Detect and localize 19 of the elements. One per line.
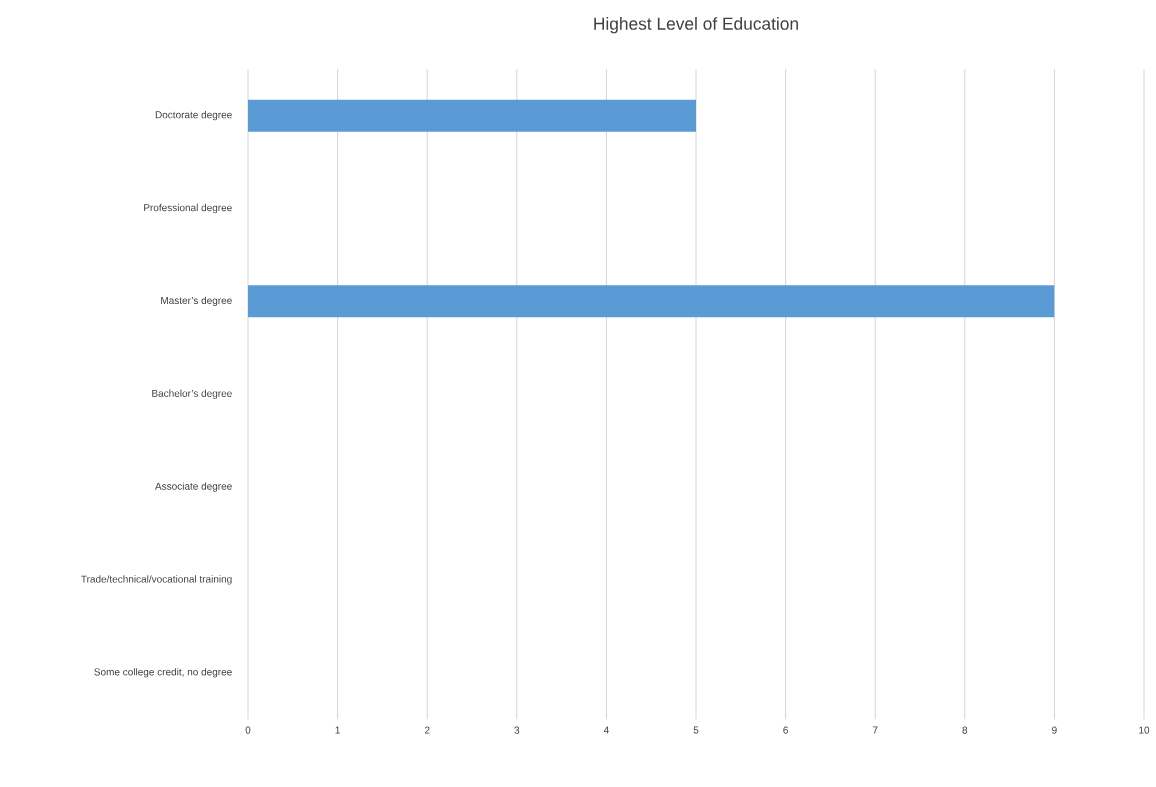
y-tick-label: Trade/technical/vocational training	[81, 575, 232, 585]
y-tick-label: Doctorate degree	[155, 111, 232, 121]
x-tick-label: 2	[424, 726, 430, 734]
x-tick-label: 6	[783, 726, 788, 734]
x-tick-label: 1	[335, 726, 340, 734]
x-tick-label: 10	[1139, 726, 1150, 734]
y-tick-label: Associate degree	[155, 482, 232, 492]
y-tick-label: Some college credit, no degree	[94, 668, 232, 678]
x-tick-label: 5	[693, 726, 699, 734]
x-tick-label: 3	[514, 726, 520, 734]
x-tick-label: 7	[872, 726, 878, 734]
x-tick-label: 8	[962, 726, 968, 734]
y-tick-label: Master’s degree	[161, 296, 232, 307]
x-tick-label: 9	[1052, 726, 1057, 734]
x-tick-label: 0	[245, 726, 251, 734]
x-tick-label: 4	[603, 726, 609, 734]
y-tick-label: Bachelor’s degree	[152, 389, 232, 400]
y-tick-label: Professional degree	[144, 204, 232, 214]
chart-title: Highest Level of Education	[594, 17, 798, 34]
